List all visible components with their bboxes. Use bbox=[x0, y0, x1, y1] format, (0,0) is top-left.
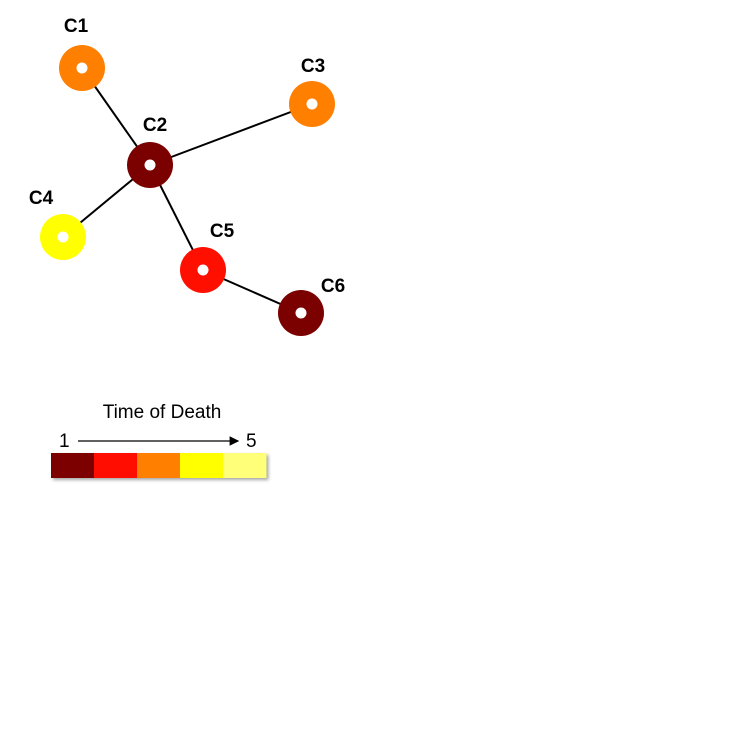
node-c1: C1 bbox=[59, 16, 105, 91]
node-hole bbox=[306, 98, 318, 110]
node-c4: C4 bbox=[29, 188, 86, 260]
legend-swatch-4 bbox=[180, 453, 224, 478]
node-label: C2 bbox=[143, 115, 167, 136]
node-c5: C5 bbox=[180, 221, 235, 293]
node-label: C6 bbox=[321, 276, 345, 297]
legend-swatch-5 bbox=[223, 453, 267, 478]
node-hole bbox=[197, 264, 209, 276]
node-hole bbox=[295, 307, 307, 319]
node-c6: C6 bbox=[278, 276, 345, 336]
legend-swatch-2 bbox=[94, 453, 138, 478]
legend-swatch-1 bbox=[51, 453, 95, 478]
node-label: C5 bbox=[210, 221, 235, 242]
node-hole bbox=[76, 62, 88, 74]
node-label: C4 bbox=[29, 188, 54, 209]
legend-start-label: 1 bbox=[59, 431, 70, 452]
legend-swatch-3 bbox=[137, 453, 181, 478]
node-c3: C3 bbox=[289, 56, 335, 127]
legend-end-label: 5 bbox=[246, 431, 257, 452]
legend-color-bar bbox=[51, 453, 267, 478]
node-hole bbox=[144, 159, 156, 171]
time-of-death-legend: Time of Death 1 5 bbox=[51, 402, 267, 478]
node-c2: C2 bbox=[127, 115, 173, 188]
nodes-layer: C1 C2 C3 C4 C5 C6 bbox=[29, 16, 345, 336]
node-label: C3 bbox=[301, 56, 325, 77]
edge-c2-c3 bbox=[149, 103, 313, 166]
legend-title: Time of Death bbox=[103, 402, 222, 423]
node-label: C1 bbox=[64, 16, 89, 37]
node-hole bbox=[57, 231, 69, 243]
